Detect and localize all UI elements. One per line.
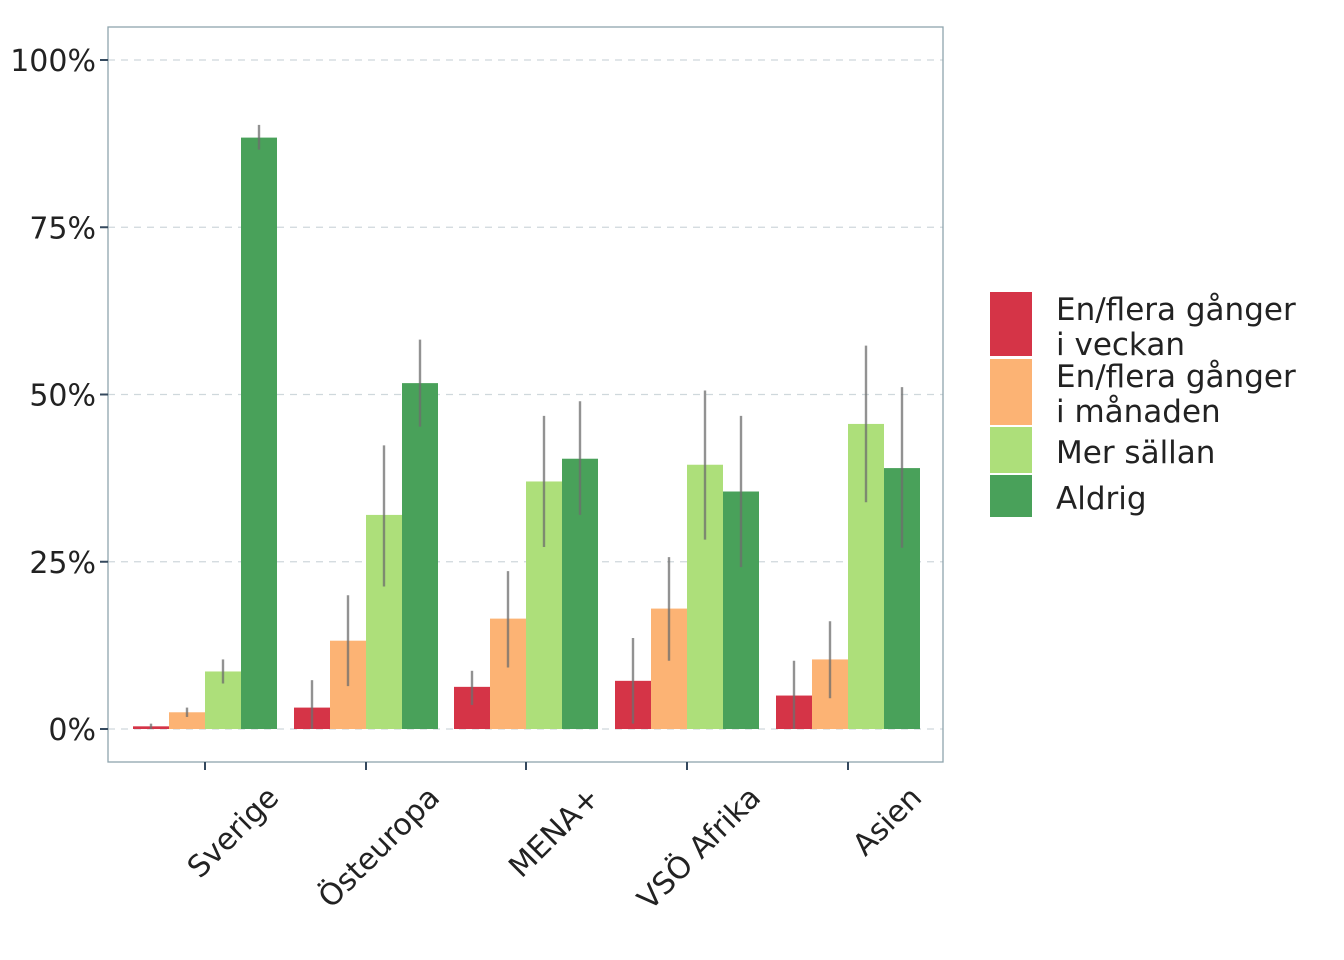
- x-tick-label-5: Asien: [846, 780, 929, 863]
- y-axis: 0% 25% 50% 75% 100%: [10, 44, 108, 748]
- x-tick-label-2: Östeuropa: [311, 779, 447, 915]
- bar-1-2: [169, 712, 205, 729]
- bar-2-4: [402, 383, 438, 729]
- y-tick-label-1: 25%: [29, 546, 96, 581]
- x-tick-label-3: MENA+: [502, 780, 607, 885]
- legend-label-1: En/flera gånger i veckan: [1056, 292, 1296, 363]
- x-axis: Sverige Östeuropa MENA+ VSÖ Afrika Asien: [181, 762, 929, 917]
- y-tick-label-3: 75%: [29, 211, 96, 246]
- legend-key-3: [990, 427, 1032, 473]
- bars: [133, 137, 920, 729]
- bar-1-4: [241, 137, 277, 729]
- x-tick-label-4: VSÖ Afrika: [630, 779, 768, 917]
- error-bars: [149, 124, 904, 729]
- legend-label-2: En/flera gånger i månaden: [1056, 359, 1296, 430]
- y-tick-label-2: 50%: [29, 379, 96, 414]
- legend-key-2: [990, 359, 1032, 425]
- legend-label-3: Mer sällan: [1056, 435, 1215, 471]
- legend-key-1: [990, 292, 1032, 356]
- y-tick-label-0: 0%: [48, 713, 96, 748]
- legend-key-4: [990, 475, 1032, 517]
- x-tick-label-1: Sverige: [181, 780, 286, 885]
- y-tick-label-4: 100%: [10, 44, 96, 79]
- legend-label-4: Aldrig: [1056, 481, 1147, 517]
